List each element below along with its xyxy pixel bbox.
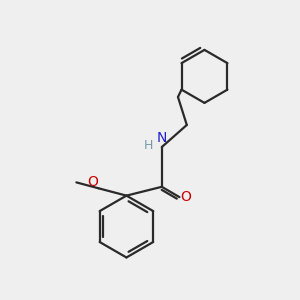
Text: H: H xyxy=(144,139,153,152)
Text: O: O xyxy=(88,175,99,189)
Text: N: N xyxy=(157,131,167,145)
Text: O: O xyxy=(181,190,191,204)
